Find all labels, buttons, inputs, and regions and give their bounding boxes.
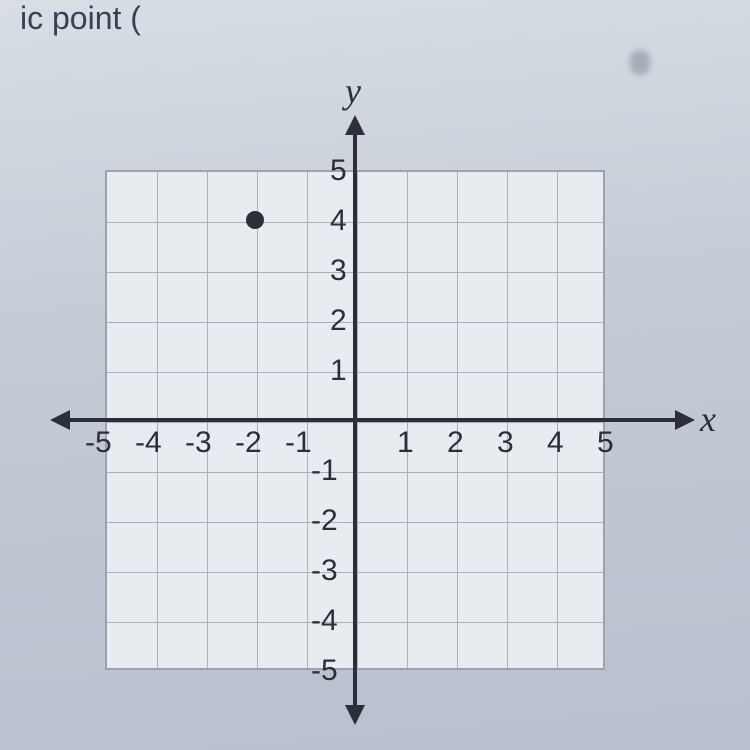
y-tick-label: -3 (311, 554, 338, 588)
x-tick-label: -4 (135, 426, 162, 460)
partial-header-text: ic point ( (20, 0, 141, 37)
smudge-mark (630, 50, 650, 75)
x-tick-label: 1 (397, 426, 414, 460)
x-tick-label: -1 (285, 426, 312, 460)
plotted-point (246, 211, 264, 229)
x-tick-label: 4 (547, 426, 564, 460)
x-tick-label: -2 (235, 426, 262, 460)
y-axis-label: y (345, 70, 361, 112)
x-tick-label: 3 (497, 426, 514, 460)
y-tick-label: -2 (311, 504, 338, 538)
x-axis-arrow-left (50, 410, 70, 430)
x-tick-label: 2 (447, 426, 464, 460)
y-tick-label: 2 (330, 304, 347, 338)
y-axis-arrow-up (345, 115, 365, 135)
y-axis-arrow-down (345, 705, 365, 725)
x-axis-arrow-right (675, 410, 695, 430)
x-tick-label: -5 (85, 426, 112, 460)
y-tick-label: 1 (330, 354, 347, 388)
y-tick-label: 4 (330, 204, 347, 238)
y-tick-label: -1 (311, 454, 338, 488)
x-tick-label: -3 (185, 426, 212, 460)
x-axis (65, 418, 680, 422)
y-tick-label: 5 (330, 154, 347, 188)
x-axis-label: x (700, 398, 716, 440)
y-tick-label: -5 (311, 654, 338, 688)
y-tick-label: -4 (311, 604, 338, 638)
y-tick-label: 3 (330, 254, 347, 288)
x-tick-label: 5 (597, 426, 614, 460)
coordinate-chart: y x 54321-1-2-3-4-5-5-4-3-2-112345 (50, 90, 700, 730)
